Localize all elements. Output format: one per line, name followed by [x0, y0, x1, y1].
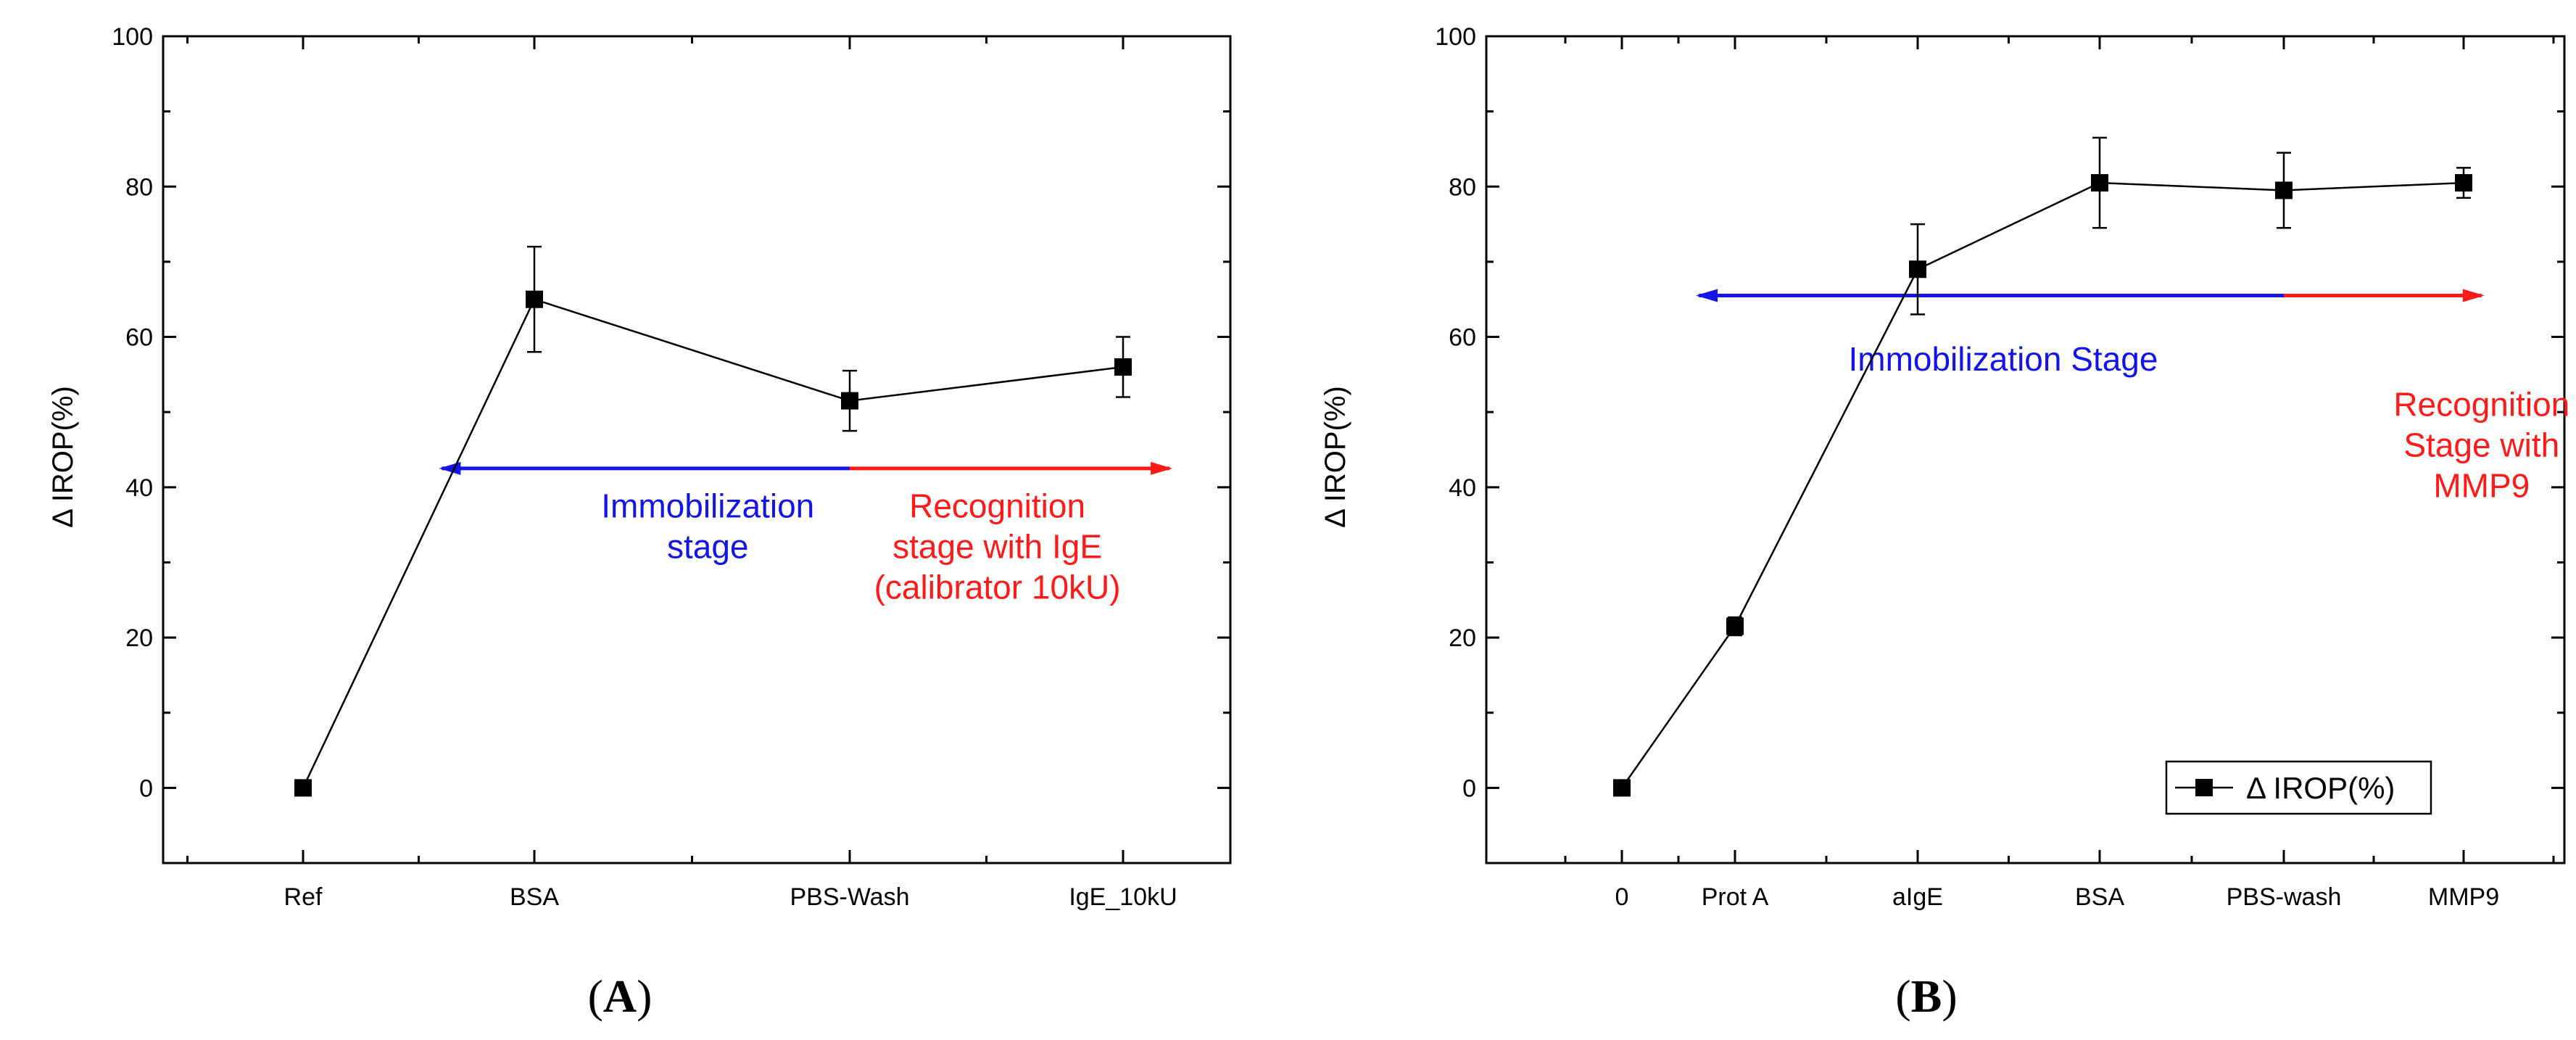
- y-tick-label: 20: [125, 624, 153, 652]
- plot-frame: [1485, 35, 2566, 864]
- panel-label-part: B: [1911, 970, 1942, 1022]
- panel-label-part: A: [603, 970, 637, 1022]
- y-tick-label: 100: [112, 23, 153, 51]
- data-point: [1613, 779, 1631, 797]
- series-line: [1620, 181, 2464, 789]
- annotation-text: Immobilization: [601, 487, 814, 524]
- x-tick-label: Ref: [284, 883, 323, 911]
- arrowhead-right: [2462, 289, 2485, 302]
- plot-frame: [162, 35, 1232, 864]
- annotation-text: (calibrator 10kU): [874, 568, 1121, 606]
- annotation-text: Immobilization Stage: [1848, 340, 2158, 378]
- annotation-text: Recognition: [2393, 385, 2569, 423]
- data-point: [2455, 174, 2472, 192]
- y-tick-label: 0: [139, 775, 153, 802]
- x-tick-label: IgE_10kU: [1069, 883, 1177, 911]
- panel-label: (A): [588, 970, 653, 1022]
- legend-label: Δ IROP(%): [2246, 771, 2395, 805]
- x-tick-label: MMP9: [2428, 883, 2499, 911]
- y-tick-label: 40: [125, 474, 153, 502]
- x-tick-label: BSA: [2075, 883, 2124, 911]
- data-point: [2275, 181, 2293, 199]
- y-tick-label: 80: [1449, 173, 1476, 201]
- y-tick-label: 60: [1449, 324, 1476, 352]
- y-axis-title: Δ IROP(%): [1320, 386, 1351, 528]
- x-tick-label: BSA: [510, 883, 559, 911]
- panel-label-part: ): [1942, 970, 1957, 1022]
- annotation-text: stage: [667, 527, 749, 565]
- y-axis-title: Δ IROP(%): [47, 386, 79, 528]
- panel-label-part: (: [1895, 970, 1910, 1022]
- y-tick-label: 40: [1449, 474, 1476, 502]
- panel-label-part: (: [588, 970, 603, 1022]
- arrowhead-left: [1696, 289, 1718, 302]
- annotation-text: stage with IgE: [893, 527, 1102, 565]
- x-tick-label: PBS-wash: [2227, 883, 2342, 911]
- annotation-text: Recognition: [909, 487, 1085, 524]
- x-tick-label: Prot A: [1702, 883, 1769, 911]
- y-tick-label: 80: [125, 173, 153, 201]
- annotation-text: MMP9: [2433, 466, 2530, 504]
- panel-label: (B): [1895, 970, 1957, 1022]
- data-point: [1726, 617, 1744, 635]
- y-tick-label: 60: [125, 324, 153, 352]
- data-point: [294, 779, 312, 797]
- annotation-text: Stage with: [2403, 426, 2559, 463]
- x-tick-label: 0: [1615, 883, 1629, 911]
- legend-marker: [2195, 779, 2213, 796]
- panel-label-part: ): [637, 970, 652, 1022]
- y-tick-label: 0: [1462, 775, 1476, 802]
- chart-panel-a: 0 20 40 60 80 100 Ref BSA PBS-Wash IgE_10kU Δ IROP…: [47, 23, 1232, 1022]
- data-point: [1114, 358, 1132, 376]
- x-tick-label: aIgE: [1892, 883, 1943, 911]
- y-tick-label: 20: [1449, 624, 1476, 652]
- data-point: [526, 290, 543, 308]
- chart-panel-b: 0 20 40 60 80 100 0 Prot A aIgE BSA PBS-wash MMP9 Δ …: [1320, 23, 2569, 1022]
- data-point: [1909, 260, 1926, 278]
- series-line: [302, 298, 1124, 788]
- x-tick-label: PBS-Wash: [790, 883, 909, 911]
- y-tick-label: 100: [1435, 23, 1476, 51]
- arrowhead-right: [1151, 461, 1173, 475]
- data-point: [2091, 174, 2108, 192]
- data-point: [841, 392, 858, 410]
